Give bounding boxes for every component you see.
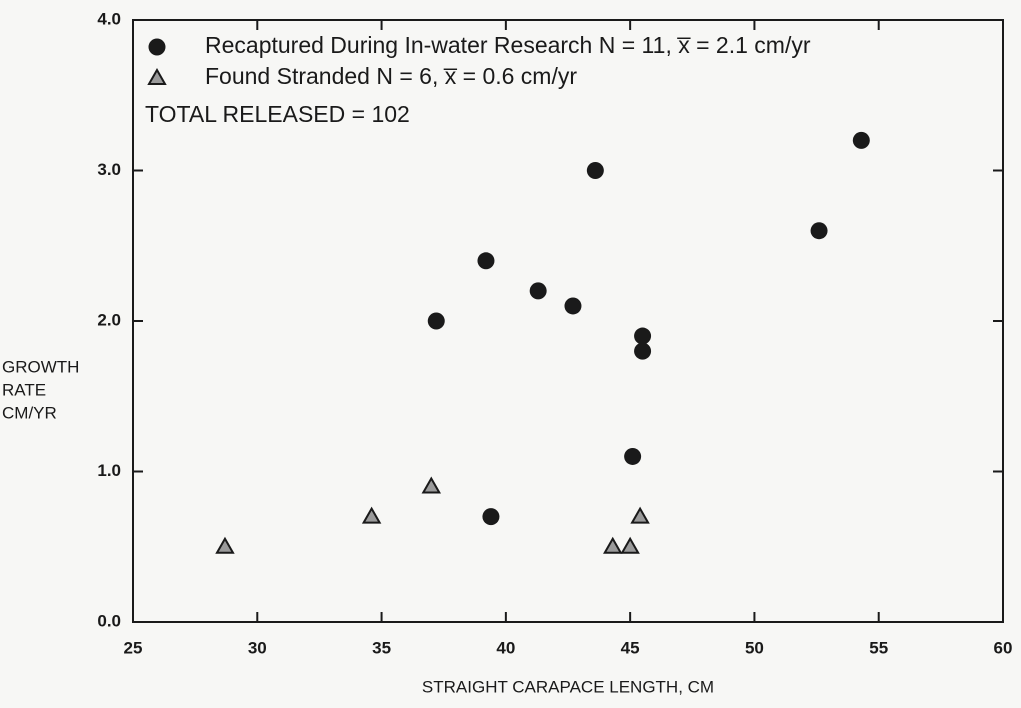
legend-marker [148, 38, 166, 56]
y-tick-label: 4.0 [97, 9, 121, 28]
point [586, 162, 604, 179]
point [624, 447, 642, 465]
point [421, 476, 442, 494]
point [852, 131, 870, 149]
point [215, 536, 235, 554]
y-axis-label: RATE [2, 380, 46, 399]
legend-label: Found Stranded N = 6, x̅ = 0.6 cm/yr [205, 63, 577, 89]
y-tick-label: 2.0 [97, 310, 121, 329]
x-tick-label: 30 [248, 638, 267, 657]
x-tick-label: 50 [745, 638, 764, 657]
x-tick-label: 55 [869, 638, 888, 657]
point [427, 312, 445, 330]
x-tick-label: 40 [496, 638, 515, 657]
y-tick-label: 1.0 [97, 461, 121, 480]
x-tick-label: 60 [994, 638, 1013, 657]
point [529, 282, 547, 300]
x-axis-label: STRAIGHT CARAPACE LENGTH, CM [422, 677, 714, 696]
legend-marker [147, 67, 167, 85]
point [620, 536, 640, 554]
point [564, 297, 582, 315]
y-axis-label: GROWTH [2, 357, 79, 376]
y-axis-label: CM/YR [2, 403, 57, 422]
point [634, 342, 652, 360]
x-tick-label: 25 [124, 638, 143, 657]
point [482, 508, 500, 526]
legend-label: Recaptured During In-water Research N = … [205, 32, 811, 58]
y-tick-label: 0.0 [97, 611, 121, 630]
point [630, 506, 650, 524]
x-tick-label: 45 [621, 638, 640, 657]
point [361, 506, 382, 524]
point [634, 327, 652, 345]
annotation: TOTAL RELEASED = 102 [145, 101, 410, 127]
point [603, 536, 623, 554]
y-tick-label: 3.0 [97, 160, 121, 179]
point [477, 252, 495, 270]
x-tick-label: 35 [372, 638, 391, 657]
point [810, 222, 828, 240]
